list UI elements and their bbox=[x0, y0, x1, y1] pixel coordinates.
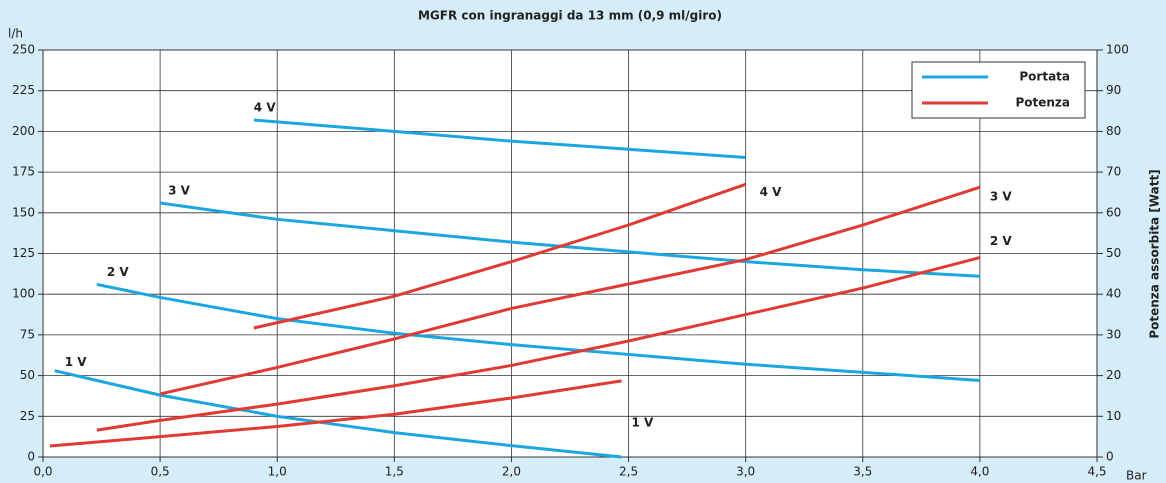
y2-tick-label: 40 bbox=[1106, 287, 1121, 301]
x-tick-label: 4,5 bbox=[1087, 465, 1106, 479]
y-tick-label: 25 bbox=[20, 409, 35, 423]
line-label: 2 V bbox=[990, 234, 1013, 248]
y2-tick-label: 60 bbox=[1106, 205, 1121, 219]
x-tick-label: 0,0 bbox=[33, 465, 52, 479]
y2-tick-label: 10 bbox=[1106, 409, 1121, 423]
legend-box bbox=[911, 61, 1086, 119]
y2-tick-label: 20 bbox=[1106, 368, 1121, 382]
legend-label: Portata bbox=[1019, 70, 1070, 84]
y2-tick-label: 30 bbox=[1106, 327, 1121, 341]
y-axis-label: l/h bbox=[8, 27, 23, 41]
line-label: 3 V bbox=[990, 190, 1013, 204]
y2-axis-label: Potenza assorbita [Watt] bbox=[1148, 169, 1162, 338]
x-tick-label: 1,5 bbox=[385, 465, 404, 479]
y-tick-label: 175 bbox=[12, 165, 35, 179]
line-series bbox=[159, 201, 980, 278]
line-label: 2 V bbox=[107, 265, 130, 279]
line-label: 1 V bbox=[632, 415, 655, 429]
y-tick-label: 100 bbox=[12, 287, 35, 301]
x-tick-label: 3,5 bbox=[853, 465, 872, 479]
chart-title: MGFR con ingranaggi da 13 mm (0,9 ml/gir… bbox=[418, 9, 722, 23]
line-series bbox=[96, 282, 980, 382]
legend-label: Potenza bbox=[1015, 96, 1070, 110]
y-tick-label: 0 bbox=[27, 450, 35, 464]
line-series bbox=[253, 182, 747, 330]
y-tick-label: 250 bbox=[12, 43, 35, 57]
line-series bbox=[49, 379, 622, 448]
y2-tick-label: 100 bbox=[1106, 43, 1129, 57]
y-tick-label: 200 bbox=[12, 124, 35, 138]
y2-tick-label: 70 bbox=[1106, 165, 1121, 179]
y-tick-label: 225 bbox=[12, 83, 35, 97]
x-tick-label: 2,5 bbox=[619, 465, 638, 479]
x-tick-label: 2,0 bbox=[502, 465, 521, 479]
x-tick-label: 0,5 bbox=[151, 465, 170, 479]
x-tick-label: 4,0 bbox=[970, 465, 989, 479]
line-series bbox=[159, 185, 981, 396]
y-tick-label: 150 bbox=[12, 205, 35, 219]
line-label: 1 V bbox=[65, 355, 88, 369]
line-label: 4 V bbox=[254, 101, 277, 115]
y2-tick-label: 0 bbox=[1106, 450, 1114, 464]
y-tick-label: 75 bbox=[20, 327, 35, 341]
x-axis-label: Bar bbox=[1126, 469, 1147, 483]
y2-tick-label: 90 bbox=[1106, 83, 1121, 97]
line-series bbox=[253, 118, 746, 159]
line-series bbox=[96, 256, 981, 432]
line-series bbox=[54, 369, 622, 459]
x-tick-label: 1,0 bbox=[268, 465, 287, 479]
y-tick-label: 50 bbox=[20, 368, 35, 382]
y2-tick-label: 80 bbox=[1106, 124, 1121, 138]
x-tick-label: 3,0 bbox=[736, 465, 755, 479]
y-tick-label: 125 bbox=[12, 246, 35, 260]
line-label: 4 V bbox=[760, 185, 783, 199]
y2-tick-label: 50 bbox=[1106, 246, 1121, 260]
line-label: 3 V bbox=[168, 184, 191, 198]
